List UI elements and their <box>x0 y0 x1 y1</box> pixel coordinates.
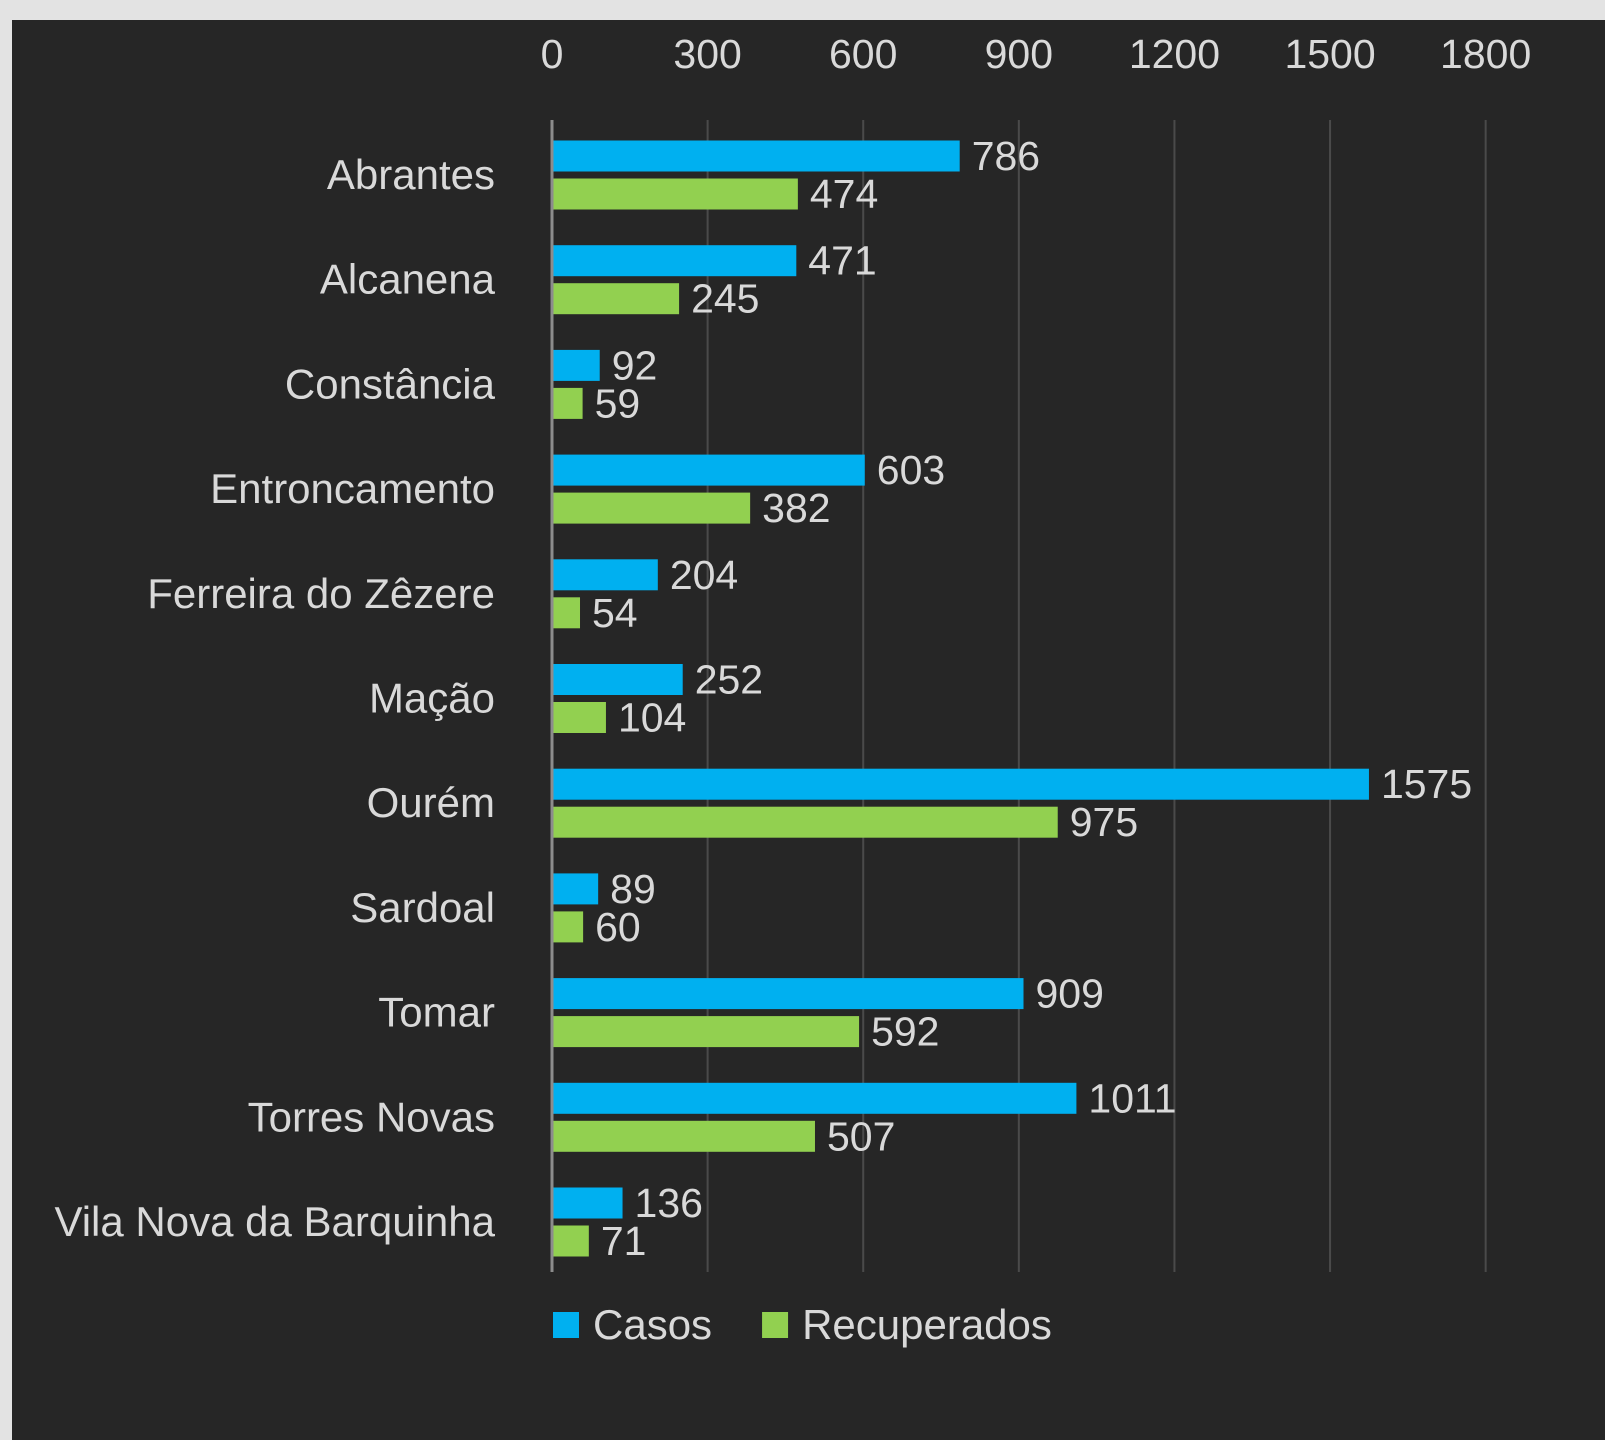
category-label: Alcanena <box>320 256 496 303</box>
bar-recuperados <box>552 597 581 629</box>
bar-recuperados <box>552 911 584 943</box>
bar-casos <box>552 768 1369 800</box>
data-label: 471 <box>808 238 876 284</box>
legend-swatch <box>553 1312 579 1338</box>
data-label: 1011 <box>1088 1075 1176 1121</box>
data-label: 1575 <box>1381 761 1472 807</box>
x-tick-label: 1200 <box>1129 31 1220 77</box>
data-label: 245 <box>691 276 759 322</box>
bar-casos <box>552 454 865 486</box>
category-label: Entroncamento <box>210 465 495 512</box>
data-label: 507 <box>827 1113 895 1159</box>
bars <box>552 140 1369 1257</box>
category-label: Ferreira do Zêzere <box>147 570 495 617</box>
data-label: 592 <box>871 1009 939 1055</box>
chart-frame: 0 300 600 900 1200 1500 1800 786 474 471 245 92 59 6… <box>12 20 1605 1440</box>
data-label: 92 <box>612 342 658 388</box>
x-tick-label: 300 <box>673 31 741 77</box>
legend-swatch <box>762 1312 789 1338</box>
data-label: 603 <box>877 447 945 493</box>
bar-casos <box>552 1082 1077 1114</box>
category-label: Constância <box>285 360 496 407</box>
bar-recuperados <box>552 1120 815 1152</box>
data-label: 909 <box>1035 971 1103 1017</box>
bar-casos <box>552 349 600 381</box>
category-label: Mação <box>369 675 495 722</box>
data-label: 60 <box>595 904 641 950</box>
legend-item-recuperados: Recuperados <box>762 1301 1052 1348</box>
x-axis-ticks: 0 300 600 900 1200 1500 1800 <box>541 31 1532 77</box>
bar-recuperados <box>552 492 751 524</box>
category-label: Ourém <box>367 779 495 826</box>
data-label: 59 <box>595 380 641 426</box>
data-label: 786 <box>972 133 1040 179</box>
category-label: Torres Novas <box>248 1093 495 1140</box>
bar-recuperados <box>552 283 680 315</box>
data-label: 382 <box>762 485 830 531</box>
category-labels: Abrantes Alcanena Constância Entroncamento F… <box>54 151 495 1245</box>
category-label: Sardoal <box>350 884 495 931</box>
data-label: 474 <box>810 171 878 217</box>
data-label: 204 <box>670 552 738 598</box>
bar-casos <box>552 245 797 277</box>
x-tick-label: 1500 <box>1284 31 1375 77</box>
bar-casos <box>552 664 683 695</box>
x-tick-label: 900 <box>985 31 1053 77</box>
x-tick-label: 0 <box>541 31 564 77</box>
bar-casos <box>552 559 658 591</box>
bar-recuperados <box>552 806 1058 838</box>
gridlines <box>706 120 1487 1272</box>
data-label: 975 <box>1070 799 1138 845</box>
bar-recuperados <box>552 1016 860 1048</box>
data-label: 89 <box>610 866 656 912</box>
bar-casos <box>552 1187 623 1219</box>
data-label: 54 <box>592 590 638 636</box>
bar-recuperados <box>552 178 798 210</box>
category-label: Tomar <box>378 989 495 1036</box>
data-label: 71 <box>601 1218 647 1264</box>
bar-casos <box>552 140 960 172</box>
data-label: 136 <box>635 1180 703 1226</box>
bar-recuperados <box>552 1225 589 1257</box>
data-label: 252 <box>695 657 763 703</box>
legend: Casos Recuperados <box>553 1301 1052 1348</box>
legend-label: Recuperados <box>802 1301 1052 1348</box>
category-label: Vila Nova da Barquinha <box>54 1198 495 1245</box>
category-label: Abrantes <box>327 151 495 198</box>
bar-casos <box>552 873 599 905</box>
x-tick-label: 1800 <box>1440 31 1531 77</box>
legend-label: Casos <box>593 1301 712 1348</box>
bar-recuperados <box>552 387 583 419</box>
bar-casos <box>552 978 1024 1010</box>
legend-item-casos: Casos <box>553 1301 712 1348</box>
x-tick-label: 600 <box>829 31 897 77</box>
bar-recuperados <box>552 702 606 733</box>
data-label: 104 <box>618 695 686 741</box>
